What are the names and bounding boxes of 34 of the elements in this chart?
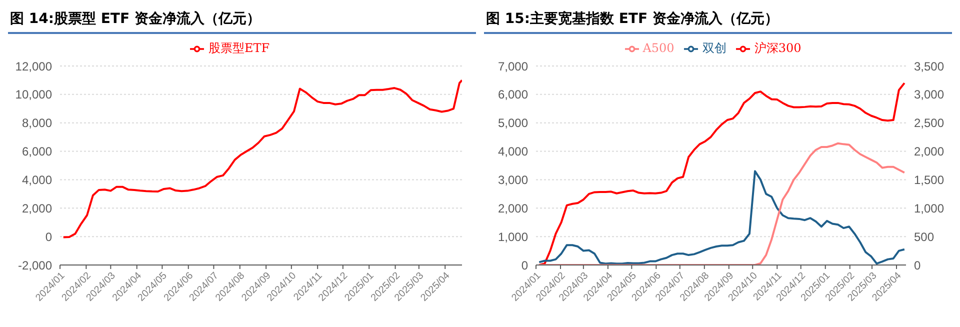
y-tick-label: -2,000	[18, 258, 52, 272]
y2-tick-label: 500	[914, 230, 934, 244]
y-tick-label: 0	[45, 230, 52, 244]
legend-label: A500	[642, 41, 674, 55]
y2-tick-label: 1,000	[914, 201, 944, 216]
y2-tick-label: 3,500	[914, 59, 944, 74]
y-tick-label: 7,000	[498, 59, 528, 74]
line-series	[538, 142, 906, 265]
y-tick-label: 12,000	[15, 59, 52, 74]
line-series	[62, 79, 462, 238]
y2-tick-label: 2,000	[914, 144, 944, 159]
y-tick-label: 3,000	[498, 172, 528, 187]
y-tick-label: 0	[521, 258, 528, 272]
y-tick-label: 5,000	[498, 116, 528, 130]
legend-label: 双创	[702, 41, 726, 55]
y2-tick-label: 1,500	[914, 172, 944, 187]
legend-label: 沪深300	[754, 41, 802, 55]
y-tick-label: 6,000	[498, 88, 528, 102]
line-series	[538, 82, 906, 265]
y-tick-label: 2,000	[22, 201, 52, 216]
y-tick-label: 10,000	[15, 88, 52, 102]
y-tick-label: 1,000	[498, 230, 528, 244]
chart-title: 图 15:主要宽基指数 ETF 资金净流入（亿元）	[484, 8, 952, 34]
y-tick-label: 6,000	[22, 144, 52, 159]
y2-tick-label: 0	[914, 258, 921, 272]
y-tick-label: 2,000	[498, 201, 528, 216]
y-tick-label: 4,000	[498, 144, 528, 159]
line-series	[538, 170, 906, 265]
legend-label: 股票型ETF	[208, 41, 270, 55]
y2-tick-label: 3,000	[914, 88, 944, 102]
y-tick-label: 4,000	[22, 172, 52, 187]
chart-title: 图 14:股票型 ETF 资金净流入（亿元）	[8, 8, 476, 34]
y-tick-label: 8,000	[22, 116, 52, 130]
y2-tick-label: 2,500	[914, 116, 944, 130]
